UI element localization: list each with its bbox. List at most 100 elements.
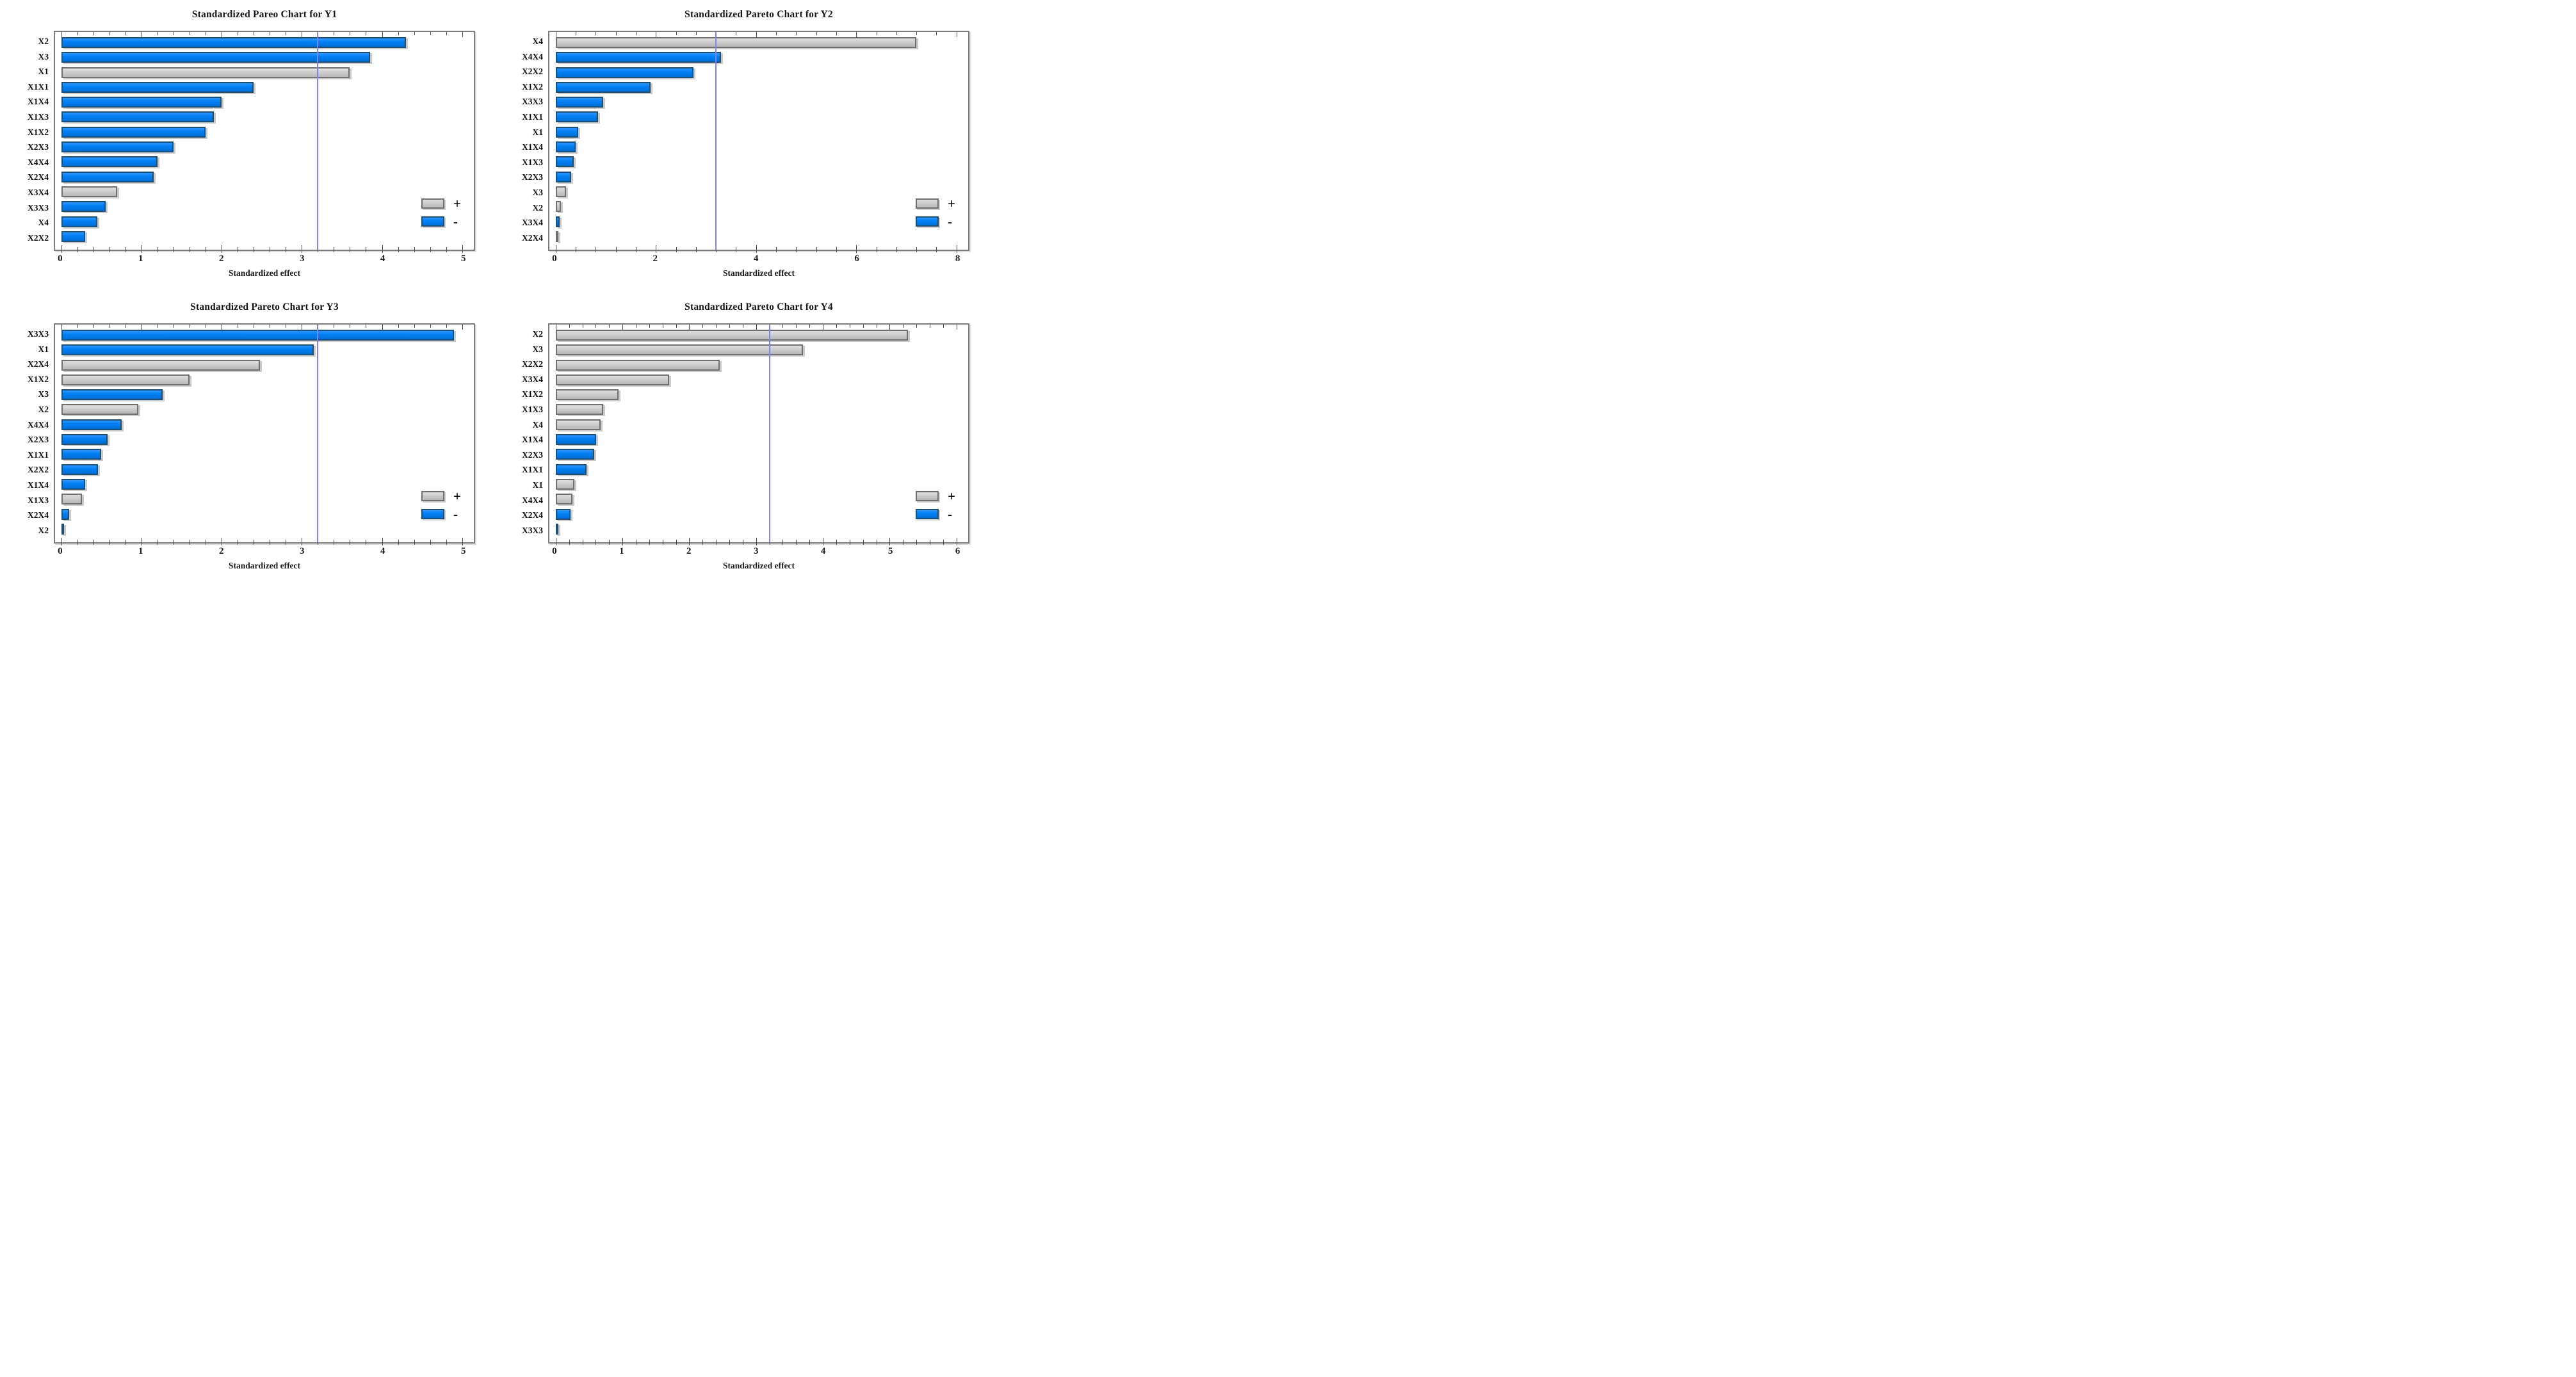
axis-tick (695, 32, 697, 35)
axis-tick (77, 325, 78, 328)
x-axis-title: Standardized effect (722, 268, 795, 278)
category-label: X2X2 (28, 232, 49, 243)
axis-tick (916, 32, 918, 35)
axis-tick (430, 540, 431, 545)
effect-bar-x2x2 (555, 359, 720, 371)
effect-bar-x1x1 (555, 463, 587, 475)
bar-row (61, 156, 462, 168)
bar-row (555, 37, 957, 48)
effect-bar-x3x3 (555, 97, 604, 108)
axis-tick (716, 540, 717, 545)
x-axis: 0 1 2 3 4 5 (54, 251, 475, 268)
category-label: X1X4 (28, 480, 49, 490)
axis-tick (414, 247, 415, 252)
bar-row (61, 478, 462, 490)
axis-tick (836, 540, 837, 545)
effect-bar-x2x4 (555, 508, 571, 520)
effect-bar-x3x4 (555, 216, 560, 227)
effect-bar-x2x4 (61, 508, 70, 520)
effect-bar-x1x1 (61, 449, 102, 460)
axis-tick (622, 325, 624, 330)
bar-row (555, 126, 957, 138)
plot-inner (555, 325, 957, 545)
axis-tick (836, 247, 837, 252)
effect-bar-x4 (61, 216, 98, 227)
x-tick-label: 5 (460, 546, 466, 556)
category-label: X1 (38, 67, 49, 77)
category-label: X1X1 (522, 465, 543, 475)
axis-tick (856, 32, 857, 37)
bar-row (61, 230, 462, 242)
category-label: X1 (532, 127, 544, 137)
axis-tick (462, 245, 463, 253)
axis-tick (595, 32, 597, 35)
legend-swatch-plus (421, 198, 445, 209)
x-axis: 0 1 2 3 4 5 (54, 544, 475, 560)
axis-tick (446, 540, 447, 545)
effect-bar-x1x4 (555, 141, 576, 153)
category-label: X2 (532, 202, 544, 213)
x-tick-label: 4 (820, 546, 826, 556)
bar-row (61, 359, 462, 371)
effect-bar-x1x1 (555, 111, 599, 123)
axis-tick (863, 540, 864, 545)
category-label: X2X2 (28, 465, 49, 475)
legend-entry: - (916, 215, 955, 229)
legend: + - (916, 490, 955, 522)
effect-bar-x4 (555, 419, 601, 430)
axis-tick (77, 32, 78, 35)
effect-bar-x3 (61, 389, 163, 401)
axis-tick (716, 247, 717, 252)
axis-tick (430, 247, 431, 252)
chart-body: X3X3 X1 X2X4 X1X2 X3 X2 X4X4 X2X3 X1X1 X2X2 X1X4 X1… (17, 323, 475, 545)
axis-tick (93, 540, 94, 545)
legend-entry: + (421, 197, 461, 211)
bar-row (61, 52, 462, 63)
axis-tick (809, 540, 811, 545)
effect-bar-x2x3 (61, 141, 174, 153)
legend-swatch-plus (421, 491, 445, 501)
bar-row (61, 37, 462, 48)
axis-tick (863, 325, 864, 328)
bar-row (555, 216, 957, 227)
bar-row (555, 141, 957, 153)
significance-reference-line (317, 325, 319, 542)
effect-bar-x2 (555, 201, 562, 213)
category-label: X3 (38, 51, 49, 61)
effect-bar-x3 (555, 344, 803, 356)
category-label: X2 (38, 36, 49, 46)
category-label: X2 (38, 405, 49, 415)
axis-tick (398, 540, 399, 545)
legend-label: - (453, 214, 458, 229)
bar-row (61, 508, 462, 520)
axis-tick (936, 32, 937, 35)
x-axis-tick-labels: 0 1 2 3 4 5 6 (552, 544, 960, 560)
chart-body: X4 X4X4 X2X2 X1X2 X3X3 X1X1 X1 X1X4 X1X3 X2X3 X3 X2… (511, 31, 969, 253)
axis-tick (649, 540, 650, 545)
legend-entry: - (916, 506, 955, 522)
effect-bar-x3x3 (555, 523, 558, 535)
effect-bar-x3 (555, 186, 567, 197)
category-label: X1X3 (522, 405, 543, 415)
legend-swatch-plus (916, 491, 939, 501)
axis-tick (609, 325, 610, 328)
effect-bar-x2 (555, 330, 908, 341)
axis-tick (382, 325, 383, 330)
legend-label: - (453, 506, 458, 522)
effect-bar-x1x3 (61, 111, 214, 123)
effect-bar-x2 (61, 523, 64, 535)
axis-tick (414, 540, 415, 545)
axis-tick (93, 32, 94, 35)
bar-row (61, 523, 462, 535)
bar-row (61, 97, 462, 108)
bar-row (61, 463, 462, 475)
plot-area: + - (548, 323, 969, 545)
axis-tick (382, 538, 383, 545)
bar-rows (61, 325, 462, 542)
effect-bar-x1x4 (61, 478, 86, 490)
legend-label: - (948, 506, 953, 522)
category-label: X4X4 (522, 495, 543, 505)
category-label: X2X4 (28, 172, 49, 182)
axis-tick (836, 325, 837, 328)
axis-tick (622, 538, 624, 545)
